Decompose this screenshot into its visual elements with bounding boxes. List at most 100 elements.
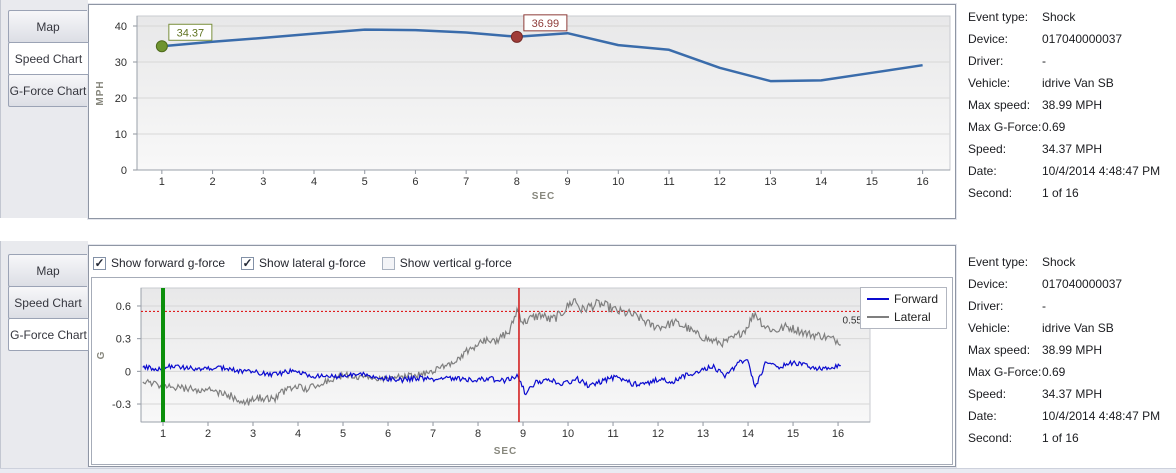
svg-text:1: 1 [160, 428, 166, 440]
detail-label: Max speed: [968, 343, 1031, 357]
detail-value: 1 of 16 [1042, 431, 1079, 445]
detail-row-max-speed: Max speed: 38.99 MPH [968, 94, 1173, 116]
detail-label: Device: [968, 32, 1009, 46]
svg-text:14: 14 [815, 176, 827, 188]
svg-text:-0.3: -0.3 [112, 399, 131, 411]
svg-text:10: 10 [562, 428, 574, 440]
detail-row-speed: Speed: 34.37 MPH [968, 138, 1173, 160]
svg-text:5: 5 [362, 176, 368, 188]
event-details-bottom: Event type: Shock Device: 017040000037 Drive… [968, 251, 1173, 449]
svg-text:8: 8 [475, 428, 481, 440]
gforce-panel-tab-strip: Map Speed Chart G-Force Chart [0, 241, 89, 468]
detail-row-speed: Speed: 34.37 MPH [968, 383, 1173, 405]
svg-text:SEC: SEC [494, 446, 518, 457]
svg-text:9: 9 [565, 176, 571, 188]
svg-text:16: 16 [916, 176, 928, 188]
checkbox-label: Show lateral g-force [259, 256, 366, 270]
detail-label: Date: [968, 409, 997, 423]
tab-map[interactable]: Map [8, 10, 88, 43]
detail-value: 017040000037 [1042, 32, 1123, 46]
detail-row-driver: Driver: - [968, 50, 1173, 72]
svg-text:1: 1 [159, 176, 165, 188]
svg-text:7: 7 [463, 176, 469, 188]
gforce-chart-region: -0.3 0 0.3 0.6 1 2 3 4 5 6 7 8 9 10 11 12 13 14 15 16 SEC G 0.… [91, 277, 953, 465]
legend-line-swatch-forward [866, 298, 889, 300]
detail-label: Driver: [968, 54, 1004, 68]
detail-label: Device: [968, 277, 1009, 291]
svg-text:11: 11 [663, 176, 674, 188]
detail-label: Event type: [968, 255, 1029, 269]
checkbox-label: Show vertical g-force [399, 256, 512, 270]
tab-speed-chart[interactable]: Speed Chart [8, 42, 89, 75]
tab-g-force-chart[interactable]: G-Force Chart [8, 74, 88, 107]
detail-value: 38.99 MPH [1042, 98, 1103, 112]
detail-label: Max G-Force: [968, 120, 1042, 134]
svg-text:7: 7 [430, 428, 436, 440]
speed-line [161, 28, 923, 83]
unchecked-checkbox-icon [381, 256, 395, 270]
svg-text:12: 12 [652, 428, 664, 440]
event-details-top: Event type: Shock Device: 017040000037 Drive… [968, 6, 1173, 204]
detail-label: Max G-Force: [968, 365, 1042, 379]
svg-text:4: 4 [311, 176, 317, 188]
detail-value: 10/4/2014 4:48:47 PM [1042, 409, 1161, 423]
detail-row-vehicle: Vehicle: idrive Van SB [968, 72, 1173, 94]
chart-legend: Forward Lateral [859, 287, 947, 329]
speed-chart-box: 0 10 20 30 40 1 2 3 4 5 6 7 8 9 10 11 12 13 14 15 16 SEC MPH 34… [88, 4, 956, 219]
threshold-value-label: 0.55 [843, 315, 863, 326]
svg-text:0.3: 0.3 [116, 334, 131, 346]
gforce-chart-panel: Map Speed Chart G-Force Chart ✓ Show forwar… [0, 241, 1176, 468]
checked-checkbox-icon: ✓ [93, 256, 106, 270]
g-force-chart[interactable]: -0.300.30.61 2 3 4 5 6 7 8 9 10 11 12 13 14 15 16SECG0.… [92, 278, 952, 464]
svg-text:12: 12 [714, 176, 726, 188]
forward-g-force-line [142, 359, 841, 396]
detail-label: Speed: [968, 387, 1007, 401]
svg-text:MPH: MPH [95, 80, 106, 105]
svg-text:11: 11 [607, 428, 618, 440]
annotation-box [523, 14, 568, 32]
svg-text:15: 15 [787, 428, 799, 440]
svg-text:20: 20 [115, 93, 127, 105]
tab-map[interactable]: Map [8, 254, 88, 287]
svg-text:16: 16 [832, 428, 844, 440]
detail-value: 34.37 MPH [1042, 142, 1103, 156]
legend-item-forward: Forward [866, 292, 938, 306]
detail-label: Vehicle: [968, 321, 1011, 335]
detail-row-device: Device: 017040000037 [968, 28, 1173, 50]
svg-text:3: 3 [250, 428, 256, 440]
svg-text:10: 10 [115, 129, 127, 141]
svg-text:13: 13 [764, 176, 776, 188]
svg-text:2: 2 [205, 428, 211, 440]
svg-text:6: 6 [412, 176, 418, 188]
gforce-chart-box: ✓ Show forward g-force ✓ Show lateral g-for… [88, 245, 956, 467]
svg-text:5: 5 [340, 428, 346, 440]
detail-row-driver: Driver: - [968, 295, 1173, 317]
svg-text:SEC: SEC [532, 191, 556, 202]
legend-item-lateral: Lateral [866, 310, 938, 324]
detail-value: 017040000037 [1042, 277, 1123, 291]
detail-value: - [1042, 299, 1046, 313]
lateral-g-force-line [142, 297, 841, 406]
svg-text:3: 3 [260, 176, 266, 188]
checkbox-show-forward-g-force[interactable]: ✓ Show forward g-force [93, 256, 225, 270]
detail-row-device: Device: 017040000037 [968, 273, 1173, 295]
checkbox-label: Show forward g-force [111, 256, 226, 270]
detail-value: Shock [1042, 255, 1076, 269]
svg-text:G: G [96, 351, 107, 360]
checkbox-show-lateral-g-force[interactable]: ✓ Show lateral g-force [241, 256, 366, 270]
detail-value: 34.37 MPH [1042, 387, 1103, 401]
checkbox-show-vertical-g-force[interactable]: Show vertical g-force [381, 256, 512, 270]
legend-line-swatch-lateral [866, 316, 889, 318]
detail-value: 1 of 16 [1042, 186, 1079, 200]
svg-text:34.37: 34.37 [177, 27, 205, 39]
detail-value: idrive Van SB [1042, 321, 1114, 335]
detail-label: Date: [968, 164, 997, 178]
marker-dot [510, 30, 523, 43]
svg-text:9: 9 [520, 428, 526, 440]
detail-value: Shock [1042, 10, 1076, 24]
svg-text:0.6: 0.6 [116, 301, 131, 313]
detail-label: Vehicle: [968, 76, 1011, 90]
tab-g-force-chart[interactable]: G-Force Chart [8, 318, 89, 351]
tab-speed-chart[interactable]: Speed Chart [8, 286, 88, 319]
